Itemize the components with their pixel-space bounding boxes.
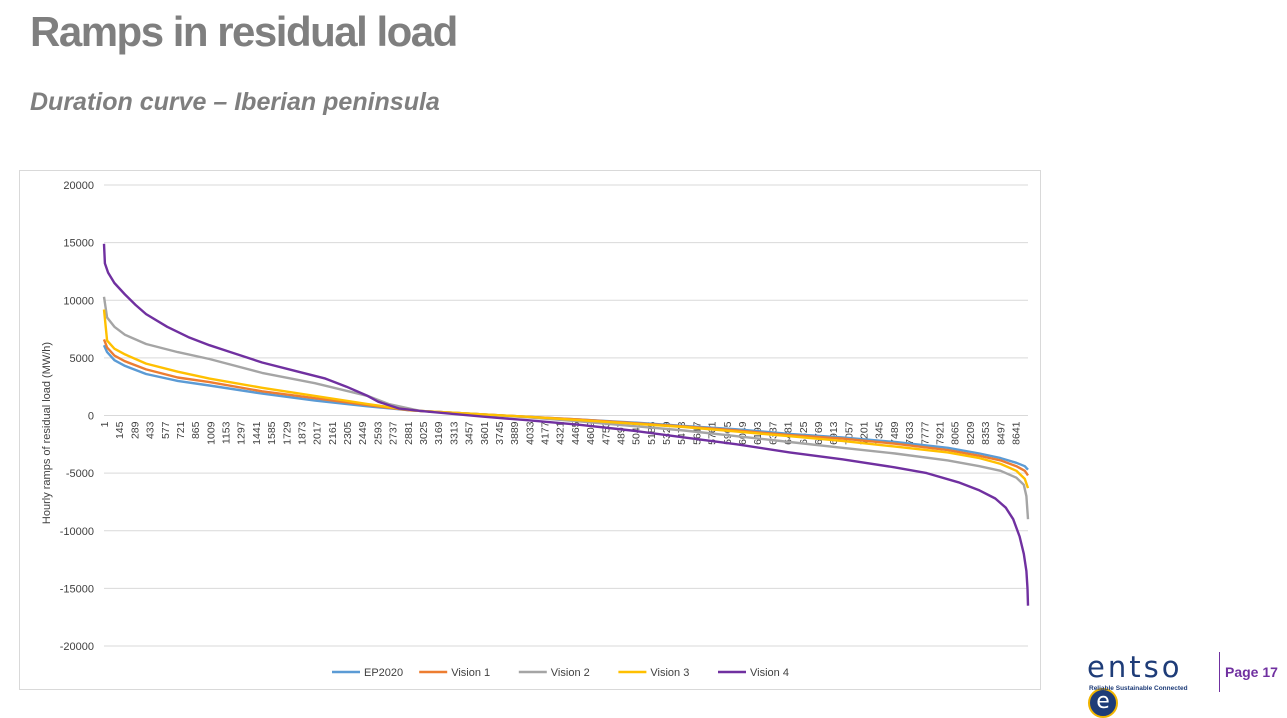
logo-e-mark: e <box>1088 688 1118 718</box>
x-tick-label: 2017 <box>312 421 324 445</box>
gridlines <box>104 184 1028 647</box>
legend-label: EP2020 <box>364 667 403 679</box>
x-tick-label: 6769 <box>813 421 825 445</box>
x-tick-label: 3889 <box>509 421 521 445</box>
x-tick-label: 1153 <box>221 421 233 444</box>
page-number: Page 17 <box>1225 664 1278 680</box>
y-tick-label: 20000 <box>63 180 94 192</box>
x-tick-label: 3169 <box>433 421 445 445</box>
x-tick-label: 1009 <box>205 421 217 445</box>
x-tick-label: 1 <box>99 421 111 427</box>
x-tick-label: 7345 <box>874 421 886 445</box>
duration-curve-chart: 20000 15000 10000 5000 0 -5000 -10000 -15000 -20… <box>41 180 1030 679</box>
x-tick-label: 577 <box>160 421 172 439</box>
legend-label: Vision 1 <box>451 667 490 679</box>
logo-divider <box>1219 652 1220 692</box>
x-tick-label: 2737 <box>388 421 400 445</box>
x-tick-label: 433 <box>145 421 157 439</box>
x-tick-label: 8209 <box>965 421 977 445</box>
x-tick-label: 289 <box>129 421 141 439</box>
series-line-3 <box>102 296 1030 520</box>
x-tick-label: 2593 <box>372 421 384 445</box>
series-lines <box>102 243 1030 606</box>
y-tick-labels: 20000 15000 10000 5000 0 -5000 -10000 -15000 -20… <box>60 180 94 653</box>
y-tick-label: 10000 <box>63 295 94 307</box>
slide-subtitle: Duration curve – Iberian peninsula <box>30 88 440 116</box>
y-tick-label: 0 <box>88 411 94 423</box>
series-line-2 <box>102 338 1029 477</box>
x-tick-label: 3745 <box>494 421 506 445</box>
y-tick-label: -10000 <box>60 526 94 538</box>
x-tick-label: 7921 <box>934 421 946 445</box>
chart-area: 20000 15000 10000 5000 0 -5000 -10000 -15000 -20… <box>19 170 1041 690</box>
legend-label: Vision 4 <box>750 667 789 679</box>
y-tick-label: 15000 <box>63 238 94 250</box>
x-tick-label: 1729 <box>281 421 293 445</box>
x-tick-label: 2305 <box>342 421 354 445</box>
slide-title: Ramps in residual load <box>30 8 458 55</box>
series-line-1 <box>102 344 1029 471</box>
x-tick-label: 1297 <box>236 421 248 445</box>
x-tick-label: 721 <box>175 421 187 439</box>
x-tick-label: 4033 <box>524 421 536 445</box>
x-tick-label: 2449 <box>357 421 369 445</box>
logo-tagline: Reliable Sustainable Connected <box>1089 685 1188 692</box>
logo-wordmark: entsoe <box>1087 650 1212 718</box>
x-tick-label: 3457 <box>464 421 476 445</box>
x-tick-label: 8641 <box>1010 421 1022 445</box>
x-tick-label: 3601 <box>479 421 491 445</box>
x-tick-label: 865 <box>190 421 202 439</box>
x-tick-label: 8065 <box>950 421 962 445</box>
series-line-5 <box>102 243 1030 606</box>
x-tick-label: 7777 <box>919 421 931 445</box>
legend-label: Vision 2 <box>551 667 590 679</box>
x-tick-label: 4897 <box>615 421 627 445</box>
x-tick-label: 3025 <box>418 421 430 445</box>
x-tick-label: 4177 <box>540 421 552 445</box>
x-tick-label: 2161 <box>327 421 339 445</box>
entsoe-logo: entsoe Reliable Sustainable Connected <box>1087 650 1212 718</box>
series-line-4 <box>102 309 1030 489</box>
chart-legend: EP2020 Vision 1 Vision 2 Vision 3 Vision 4 <box>332 667 789 679</box>
x-tick-label: 6625 <box>798 421 810 445</box>
x-tick-label: 145 <box>114 421 126 439</box>
x-tick-label: 1585 <box>266 421 278 445</box>
x-tick-label: 4321 <box>555 421 567 445</box>
y-tick-label: -15000 <box>60 583 94 595</box>
y-tick-label: -5000 <box>66 468 94 480</box>
y-tick-label: -20000 <box>60 641 94 653</box>
x-tick-label: 3313 <box>448 421 460 445</box>
x-tick-label: 7633 <box>904 421 916 445</box>
x-tick-label: 2881 <box>403 421 415 445</box>
y-tick-label: 5000 <box>70 353 94 365</box>
y-axis-label: Hourly ramps of residual load (MW/h) <box>41 342 53 524</box>
x-tick-label: 7489 <box>889 421 901 445</box>
x-tick-label: 5905 <box>722 421 734 445</box>
x-tick-label: 8497 <box>995 421 1007 445</box>
x-tick-label: 8353 <box>980 421 992 445</box>
legend-label: Vision 3 <box>650 667 689 679</box>
x-tick-label: 1873 <box>296 421 308 445</box>
x-tick-label: 1441 <box>251 421 263 445</box>
x-tick-label: 4465 <box>570 421 582 445</box>
